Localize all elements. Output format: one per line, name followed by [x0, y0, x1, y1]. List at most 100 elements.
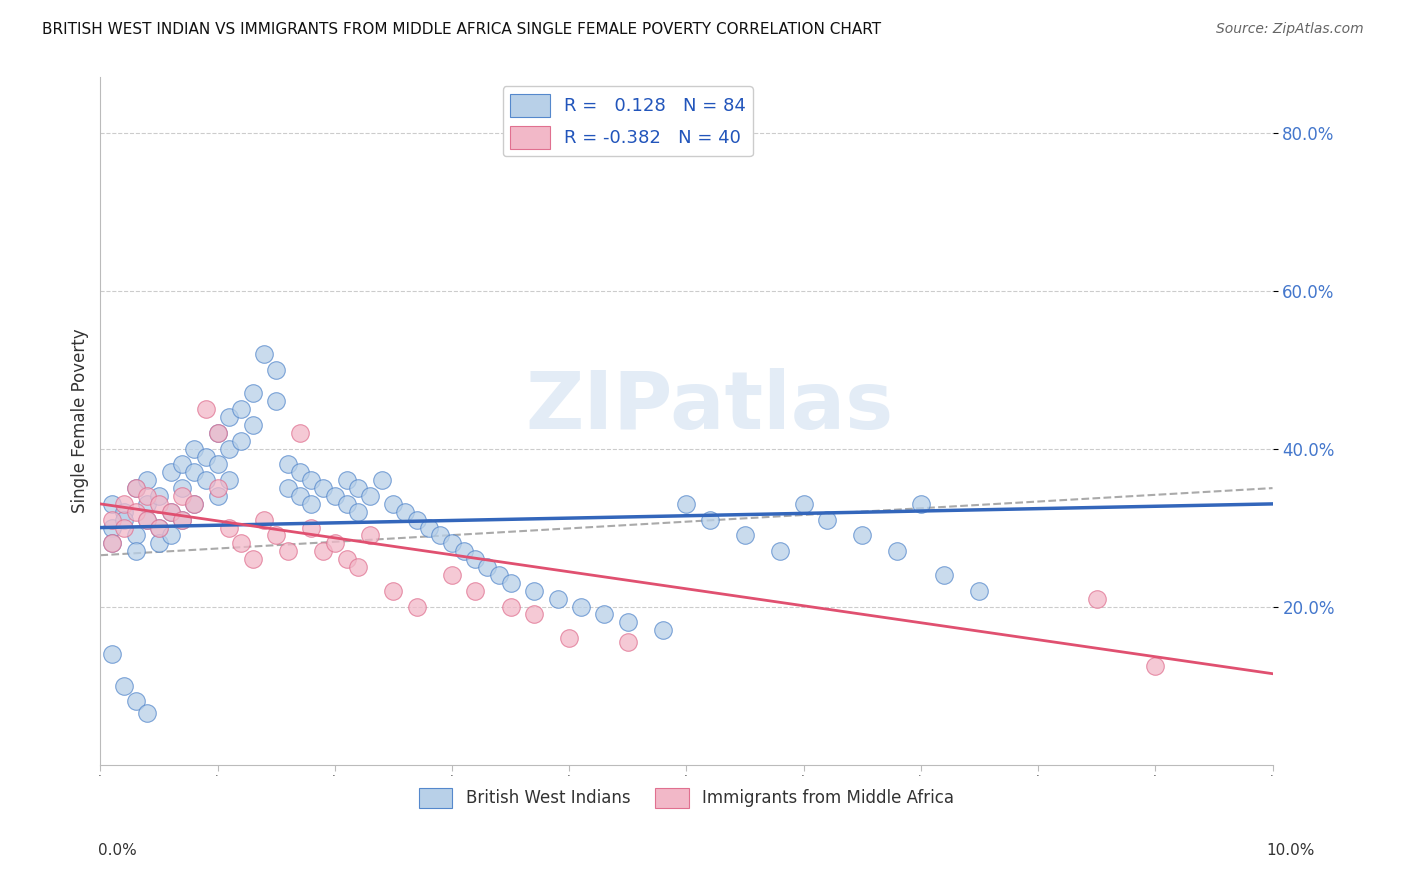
Point — [112, 520, 135, 534]
Point — [101, 497, 124, 511]
Point — [288, 465, 311, 479]
Point — [242, 417, 264, 432]
Point — [264, 528, 287, 542]
Point — [359, 489, 381, 503]
Point — [886, 544, 908, 558]
Point — [101, 647, 124, 661]
Point — [229, 434, 252, 448]
Point — [347, 505, 370, 519]
Point — [652, 624, 675, 638]
Point — [194, 473, 217, 487]
Point — [207, 425, 229, 440]
Point — [183, 465, 205, 479]
Point — [1144, 658, 1167, 673]
Point — [547, 591, 569, 606]
Point — [183, 497, 205, 511]
Point — [207, 425, 229, 440]
Point — [172, 513, 194, 527]
Point — [323, 536, 346, 550]
Point — [335, 473, 357, 487]
Point — [523, 607, 546, 622]
Point — [264, 362, 287, 376]
Point — [172, 458, 194, 472]
Point — [335, 552, 357, 566]
Text: Source: ZipAtlas.com: Source: ZipAtlas.com — [1216, 22, 1364, 37]
Point — [229, 536, 252, 550]
Point — [207, 489, 229, 503]
Point — [1085, 591, 1108, 606]
Point — [815, 513, 838, 527]
Point — [148, 520, 170, 534]
Point — [136, 513, 159, 527]
Point — [569, 599, 592, 614]
Point — [159, 505, 181, 519]
Point — [475, 560, 498, 574]
Point — [382, 583, 405, 598]
Point — [218, 442, 240, 456]
Point — [159, 528, 181, 542]
Point — [277, 458, 299, 472]
Point — [370, 473, 392, 487]
Point — [148, 489, 170, 503]
Point — [194, 402, 217, 417]
Point — [218, 410, 240, 425]
Point — [112, 513, 135, 527]
Point — [218, 520, 240, 534]
Text: 10.0%: 10.0% — [1267, 843, 1315, 858]
Point — [264, 394, 287, 409]
Point — [851, 528, 873, 542]
Point — [347, 560, 370, 574]
Point — [242, 386, 264, 401]
Point — [253, 513, 276, 527]
Point — [124, 544, 146, 558]
Point — [617, 615, 640, 630]
Point — [418, 520, 440, 534]
Point — [499, 599, 522, 614]
Point — [172, 489, 194, 503]
Point — [101, 536, 124, 550]
Point — [229, 402, 252, 417]
Point — [148, 497, 170, 511]
Point — [440, 536, 463, 550]
Point — [277, 544, 299, 558]
Point — [207, 481, 229, 495]
Point — [734, 528, 756, 542]
Point — [136, 706, 159, 721]
Point — [288, 425, 311, 440]
Point — [148, 536, 170, 550]
Point — [394, 505, 416, 519]
Point — [124, 481, 146, 495]
Point — [112, 679, 135, 693]
Point — [769, 544, 792, 558]
Point — [183, 442, 205, 456]
Point — [453, 544, 475, 558]
Point — [124, 481, 146, 495]
Point — [159, 505, 181, 519]
Point — [299, 497, 322, 511]
Point — [312, 481, 335, 495]
Point — [124, 694, 146, 708]
Point — [969, 583, 991, 598]
Point — [112, 497, 135, 511]
Point — [699, 513, 721, 527]
Point — [793, 497, 815, 511]
Point — [499, 575, 522, 590]
Point — [136, 497, 159, 511]
Point — [112, 505, 135, 519]
Point — [429, 528, 451, 542]
Point — [148, 520, 170, 534]
Point — [910, 497, 932, 511]
Point — [288, 489, 311, 503]
Text: ZIPatlas: ZIPatlas — [526, 368, 894, 446]
Y-axis label: Single Female Poverty: Single Female Poverty — [72, 328, 89, 513]
Point — [347, 481, 370, 495]
Point — [464, 583, 486, 598]
Point — [312, 544, 335, 558]
Point — [488, 568, 510, 582]
Point — [335, 497, 357, 511]
Point — [172, 513, 194, 527]
Point — [382, 497, 405, 511]
Point — [359, 528, 381, 542]
Point — [101, 536, 124, 550]
Point — [242, 552, 264, 566]
